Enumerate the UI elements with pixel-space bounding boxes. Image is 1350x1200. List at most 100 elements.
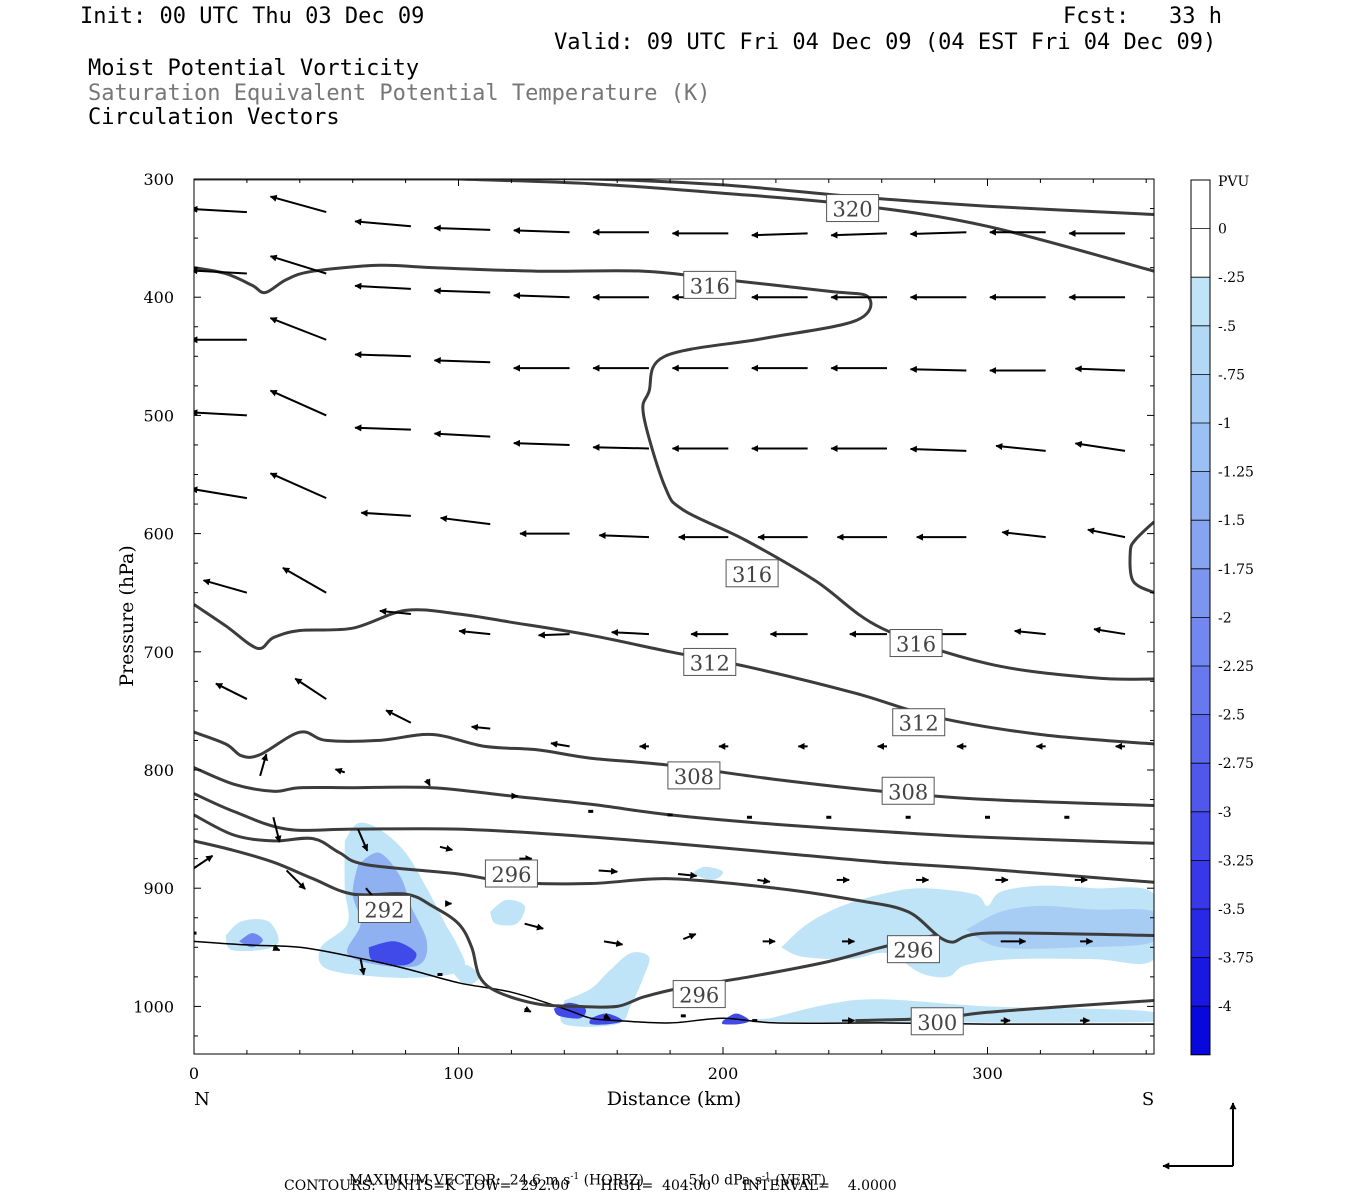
vector-arrow (603, 940, 624, 947)
contour-label: 308 (881, 776, 935, 805)
x-axis-label: Distance (km) (607, 1088, 742, 1110)
theta-contour (194, 603, 1154, 746)
colorbar-label: -1.75 (1218, 562, 1254, 578)
svg-text:316: 316 (896, 633, 936, 657)
colorbar-label: -2 (1218, 610, 1232, 626)
theta-contour (194, 766, 1154, 845)
vector-arrow (1087, 527, 1126, 539)
colorbar-swatch (1191, 277, 1210, 326)
contour-labels: 320 316 316 316 312 312 308 308 296 296 296 300 292 (357, 194, 964, 1036)
vector-arrow (751, 231, 808, 239)
contour-label: 300 (910, 1007, 964, 1036)
vector-arrow (354, 218, 411, 228)
contour-label: 312 (892, 708, 946, 737)
vector-arrow (259, 753, 268, 777)
vector-arrow (269, 389, 327, 417)
contour-label: 308 (667, 761, 721, 790)
vector-arrow (269, 194, 327, 214)
vector-arrow (592, 443, 649, 451)
vector-arrow (537, 631, 570, 639)
colorbar-label: -2.5 (1218, 708, 1245, 724)
vector-arrow (677, 871, 698, 879)
x-tick-label: 100 (443, 1064, 474, 1083)
vector-arrow (458, 628, 491, 636)
theta-contour (1128, 520, 1154, 595)
colorbar-swatch (1191, 763, 1210, 812)
colorbar-swatch (1191, 374, 1210, 423)
vector-arrow (354, 424, 411, 432)
y-tick-label: 800 (143, 761, 174, 780)
contour-info: CONTOURS: UNITS=K LOW= 292.00 HIGH= 404.… (284, 1178, 897, 1194)
plot-frame (193, 178, 1155, 1055)
colorbar-swatch (1191, 1006, 1210, 1055)
x-tick-label: 200 (708, 1064, 739, 1083)
theta-contour (194, 792, 1154, 884)
colorbar-swatch (1191, 666, 1210, 715)
svg-text:296: 296 (491, 863, 531, 887)
colorbar-swatch (1191, 325, 1210, 375)
forecast-hour: Fcst: 33 h (1063, 4, 1222, 29)
colorbar-label: -.25 (1218, 270, 1245, 286)
vector-arrow (357, 828, 369, 852)
colorbar-swatch (1191, 617, 1210, 666)
vector-arrow (909, 445, 967, 453)
x-tick-label: 0 (189, 1064, 199, 1083)
vector-arrow (379, 608, 411, 615)
svg-text:292: 292 (364, 898, 404, 922)
vector-arrow (194, 854, 214, 869)
vector-arrow (202, 578, 248, 594)
vector-arrow (423, 778, 431, 787)
pv-region (453, 964, 480, 986)
vector-arrow (524, 922, 544, 931)
circulation-vectors (194, 194, 1126, 1025)
svg-text:300: 300 (917, 1011, 957, 1035)
field-title-theta: Saturation Equivalent Potential Temperat… (88, 81, 711, 106)
vector-arrow (1074, 440, 1126, 452)
theta-contour (855, 999, 1154, 1023)
vector-arrow (1001, 529, 1046, 539)
colorbar-swatch (1191, 957, 1210, 1007)
vector-arrow (682, 933, 697, 940)
theta-contour (458, 179, 1154, 273)
y-axis-label: Pressure (hPa) (116, 545, 138, 687)
colorbar: PVU 0 -.25 -.5 -.75 -1 -1.25 -1.5 -1.75 -2 -2.25 -2… (1190, 174, 1254, 1056)
colorbar-swatch (1191, 228, 1210, 278)
vector-arrow (269, 317, 327, 341)
vector-arrow (433, 287, 491, 295)
colorbar-label: -2.75 (1218, 756, 1254, 772)
vector-arrow (354, 351, 411, 359)
contour-label: 316 (683, 270, 737, 299)
vector-arrow (439, 845, 454, 852)
vector-arrow (433, 430, 491, 438)
colorbar-label: -3.25 (1218, 853, 1254, 869)
pv-region (239, 933, 263, 948)
vector-arrow (513, 439, 570, 447)
colorbar-label: -4 (1218, 999, 1232, 1015)
vector-arrow (194, 205, 247, 214)
contour-label: 320 (826, 194, 880, 223)
y-tick-label: 300 (143, 170, 174, 189)
contour-label: 316 (725, 559, 779, 588)
theta-contour (194, 813, 1154, 944)
colorbar-label: -1 (1218, 416, 1232, 432)
y-tick-label: 1000 (133, 997, 174, 1016)
vector-arrow (598, 532, 649, 540)
field-title-vectors: Circulation Vectors (88, 105, 340, 130)
vector-arrow (757, 877, 771, 885)
terrain-line (194, 940, 1154, 1025)
contour-label: 296 (672, 980, 726, 1009)
vector-arrow (269, 472, 327, 500)
vector-arrow (513, 292, 570, 300)
colorbar-swatch (1191, 520, 1210, 569)
contour-label: 292 (357, 894, 411, 923)
colorbar-swatch (1191, 714, 1210, 764)
valid-time: Valid: 09 UTC Fri 04 Dec 09 (04 EST Fri … (554, 30, 1217, 55)
colorbar-label: -.75 (1218, 367, 1245, 383)
vector-arrow (995, 443, 1046, 452)
svg-text:308: 308 (674, 765, 714, 789)
vector-arrow (433, 224, 491, 232)
vector-arrow (602, 1013, 611, 1020)
vector-arrow (830, 231, 888, 239)
theta-contour (194, 263, 1154, 681)
